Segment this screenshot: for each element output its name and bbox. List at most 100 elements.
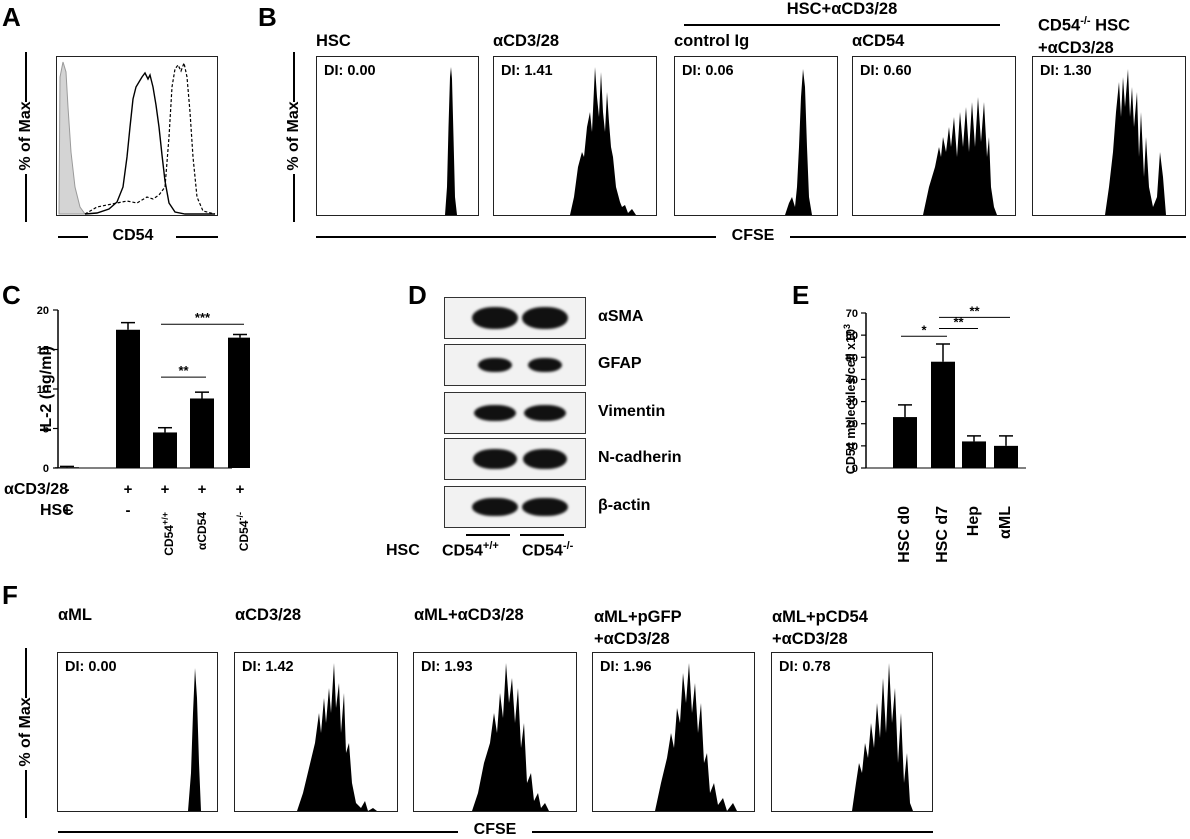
panel-c-bar-1	[116, 329, 140, 468]
panel-e-sig-label-0: *	[921, 322, 927, 337]
panel-d-blot-0	[444, 297, 586, 339]
panel-f-ylabel-group: % of Max	[8, 648, 44, 818]
panel-a-histogram-box	[56, 56, 218, 216]
panel-e-bar-0	[893, 417, 917, 468]
panel-c-rot-label-2: CD54-/-	[233, 512, 251, 592]
panel-f-hist-svg-2	[297, 663, 377, 811]
panel-b-ylabel-group: % of Max	[276, 52, 312, 222]
panel-d-band-4-1	[522, 498, 568, 516]
panel-e-category-label-2: Hep	[965, 506, 982, 537]
panel-f-di-2: DI: 1.42	[242, 659, 294, 675]
panel-f-peak-4	[655, 663, 737, 811]
panel-d-lane-1-line	[466, 534, 510, 536]
panel-d-blot-label-2: Vimentin	[598, 403, 666, 420]
panel-b-group-line	[684, 24, 1000, 26]
panel-d-blot-2	[444, 392, 586, 434]
panel-b-di-1: DI: 0.00	[324, 63, 376, 79]
panel-f-di-5: DI: 0.78	[779, 659, 831, 675]
panel-c-ylabel: IL-2 (ng/ml)	[38, 345, 55, 433]
panel-b-histogram-2: DI: 1.41	[493, 56, 657, 216]
panel-b-title-4: αCD54	[852, 32, 905, 50]
panel-a-solid-line	[84, 71, 215, 215]
panel-c-rot-label-sup-2: -/-	[235, 512, 245, 521]
panel-f-histogram-2: DI: 1.42	[234, 652, 398, 812]
panel-f-ylabel-line-bottom	[25, 770, 27, 818]
panel-d-blot-label-4: β-actin	[598, 497, 651, 514]
panel-c-row1-sign-1: +	[123, 481, 133, 498]
panel-e-yaxis: 0 10 20 30 40 50 60 70	[846, 308, 1026, 475]
panel-b-histogram-5: DI: 1.30	[1032, 56, 1186, 216]
panel-c-sig-label-0: **	[178, 363, 189, 378]
panel-c-ytick-label-2: 10	[37, 384, 49, 396]
panel-e-ylabel-sup: 3	[841, 323, 852, 329]
panel-f-title-5-line2: +αCD3/28	[772, 630, 848, 648]
panel-f-hist-svg-4	[655, 663, 737, 811]
panel-c-rot-label-text-2: CD54	[237, 520, 251, 552]
panel-d-band-3-0	[473, 449, 517, 469]
panel-b-title-5-sup: -/-	[1080, 15, 1091, 27]
panel-f-di-4: DI: 1.96	[600, 659, 652, 675]
panel-f-title-4-line1: αML+pGFP	[594, 608, 682, 626]
panel-e-sig-label-1: **	[953, 315, 964, 330]
panel-a-overlay-svg	[58, 60, 216, 215]
panel-b-histogram-1: DI: 0.00	[316, 56, 479, 216]
panel-b-hist-svg-1	[445, 67, 457, 215]
panel-e-bar-3	[994, 445, 1018, 468]
panel-a-xlabel: CD54	[112, 227, 154, 244]
panel-c-row2-label: HSC	[40, 502, 74, 519]
panel-c-row1-sign-2: +	[160, 481, 170, 498]
panel-d-blot-1	[444, 344, 586, 386]
panel-f-title-1: αML	[58, 606, 92, 624]
panel-b-ylabel-line-top	[293, 52, 295, 102]
panel-f-title-2: αCD3/28	[235, 606, 302, 624]
panel-d-blot-4	[444, 486, 586, 528]
panel-b-ylabel-line-bottom	[293, 174, 295, 222]
panel-a-ylabel-line-top	[25, 52, 27, 102]
panel-e-ylabel: CD54 molecules/cell x103	[842, 309, 858, 489]
panel-f-peak-5	[852, 663, 913, 811]
panel-d-lane-1-pre: CD54	[442, 542, 483, 560]
panel-letter-f: F	[2, 580, 18, 610]
panel-f-xlabel: CFSE	[473, 821, 517, 838]
panel-d-band-4-0	[472, 498, 518, 516]
panel-f-hist-svg-1	[188, 668, 201, 811]
panel-c-ytick-label-1: 5	[43, 424, 49, 436]
panel-c-rot-label-sup-0: +/+	[160, 512, 170, 526]
panel-b-peak-1	[445, 67, 457, 215]
panel-f-histogram-1: DI: 0.00	[57, 652, 218, 812]
panel-c-ytick-label-0: 0	[43, 463, 49, 475]
panel-d-blot-3	[444, 438, 586, 480]
panel-c-row1-sign-3: +	[197, 481, 207, 498]
panel-f-histogram-4: DI: 1.96	[592, 652, 755, 812]
panel-b-group-header: HSC+αCD3/28	[786, 0, 898, 18]
panel-f-histogram-5: DI: 0.78	[771, 652, 933, 812]
panel-f-xlabel-line-left	[58, 831, 458, 833]
panel-letter-a: A	[2, 2, 21, 32]
panel-e-ytick-label-7: 70	[846, 308, 858, 320]
panel-d-band-1-1	[528, 358, 562, 372]
panel-b-peak-2	[570, 67, 636, 215]
panel-b-hist-svg-2	[570, 67, 636, 215]
panel-b-title-1: HSC	[316, 32, 351, 50]
panel-a-dashed-line	[84, 60, 216, 215]
panel-e-ytick-label-1: 10	[846, 441, 858, 453]
panel-d-lane-1-sup: +/+	[482, 540, 499, 552]
panel-b-peak-3	[785, 69, 812, 215]
panel-e-ytick-label-6: 60	[846, 330, 858, 342]
panel-f-di-3: DI: 1.93	[421, 659, 473, 675]
panel-c-rot-label-text-0: CD54	[162, 525, 176, 556]
panel-b-di-2: DI: 1.41	[501, 63, 553, 79]
panel-e-bar-2	[962, 441, 986, 468]
panel-f-title-5-line1: αML+pCD54	[772, 608, 868, 626]
panel-b-xlabel-line-right	[790, 236, 1186, 238]
panel-b-title-2: αCD3/28	[493, 32, 560, 50]
panel-e-ytick-label-2: 20	[846, 419, 858, 431]
panel-c-ytick-label-3: 15	[37, 345, 49, 357]
panel-b-peak-5	[1105, 69, 1166, 215]
panel-c-row2-sign-0: +	[62, 502, 72, 519]
panel-b-hist-svg-3	[785, 69, 812, 215]
panel-b-histogram-3: DI: 0.06	[674, 56, 838, 216]
panel-c-sig-label-1: ***	[195, 310, 211, 325]
panel-d-band-2-0	[474, 405, 516, 421]
panel-f-title-4: αML+pGFP +αCD3/28	[594, 606, 682, 650]
